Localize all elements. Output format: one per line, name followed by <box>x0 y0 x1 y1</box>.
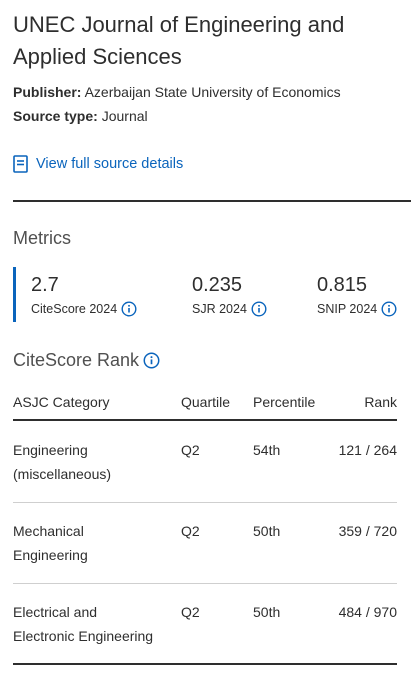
sjr-metric: 0.235 SJR 2024 <box>192 272 267 317</box>
category-line-1: Electrical and <box>13 604 98 620</box>
view-full-source-details-link[interactable]: View full source details <box>13 153 183 175</box>
category-line-2: Engineering <box>13 547 88 563</box>
column-header-rank: Rank <box>364 394 397 410</box>
info-icon[interactable] <box>381 301 397 317</box>
metrics-accent-bar <box>13 267 16 322</box>
publisher-name: Azerbaijan State University of Economics <box>84 84 341 100</box>
row-divider <box>13 583 397 584</box>
category-line-1: Mechanical <box>13 523 84 539</box>
citescore-value: 2.7 <box>31 274 59 296</box>
citescore-rank-title: CiteScore Rank <box>13 350 140 370</box>
sjr-label: SJR 2024 <box>192 302 247 316</box>
table-header-rule <box>13 419 397 421</box>
source-type-line: Source type: Journal <box>13 106 148 126</box>
view-full-source-details-label[interactable]: View full source details <box>36 156 184 172</box>
source-type-value: Journal <box>101 108 148 124</box>
citescore-rank-heading: CiteScore Rank <box>13 348 160 372</box>
snip-label: SNIP 2024 <box>317 302 378 316</box>
info-icon[interactable] <box>121 301 137 317</box>
section-divider <box>13 200 411 202</box>
snip-value: 0.815 <box>317 274 368 296</box>
category-line-1: Engineering <box>13 442 88 458</box>
percentile-cell: 50th <box>253 604 281 620</box>
category-line-2: Electronic Engineering <box>13 628 154 644</box>
rank-cell: 121 / 264 <box>338 442 397 458</box>
source-title: UNEC Journal of Engineering and Applied … <box>13 12 345 69</box>
rank-cell: 484 / 970 <box>338 604 397 620</box>
row-divider <box>13 502 397 503</box>
source-type-label: Source type: <box>13 108 98 124</box>
metrics-heading: Metrics <box>13 228 71 248</box>
info-icon[interactable] <box>143 352 160 369</box>
rank-cell: 359 / 720 <box>338 523 397 539</box>
publisher-label: Publisher: <box>13 84 82 100</box>
document-icon <box>13 155 28 173</box>
percentile-cell: 50th <box>253 523 281 539</box>
quartile-cell: Q2 <box>181 604 200 620</box>
quartile-cell: Q2 <box>181 523 200 539</box>
column-header-quartile: Quartile <box>181 394 231 410</box>
publisher-line: Publisher: Azerbaijan State University o… <box>13 82 341 102</box>
sjr-value: 0.235 <box>192 274 243 296</box>
percentile-cell: 54th <box>253 442 281 458</box>
category-line-2: (miscellaneous) <box>13 466 112 482</box>
info-icon[interactable] <box>251 301 267 317</box>
citescore-metric: 2.7 CiteScore 2024 <box>31 272 137 317</box>
table-bottom-rule <box>13 663 397 665</box>
snip-metric: 0.815 SNIP 2024 <box>317 272 397 317</box>
quartile-cell: Q2 <box>181 442 200 458</box>
column-header-percentile: Percentile <box>253 394 316 410</box>
citescore-label: CiteScore 2024 <box>31 302 118 316</box>
column-header-category: ASJC Category <box>13 394 110 410</box>
